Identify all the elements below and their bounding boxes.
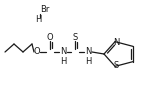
- Text: N: N: [85, 48, 91, 57]
- Text: S: S: [72, 33, 78, 42]
- Text: H: H: [35, 15, 41, 24]
- Text: O: O: [47, 33, 53, 42]
- Text: N: N: [60, 48, 66, 57]
- Text: H: H: [60, 57, 66, 66]
- Text: H: H: [85, 57, 91, 66]
- Text: N: N: [113, 38, 119, 47]
- Text: S: S: [113, 61, 119, 70]
- Text: O: O: [34, 48, 40, 57]
- Text: Br: Br: [40, 6, 50, 15]
